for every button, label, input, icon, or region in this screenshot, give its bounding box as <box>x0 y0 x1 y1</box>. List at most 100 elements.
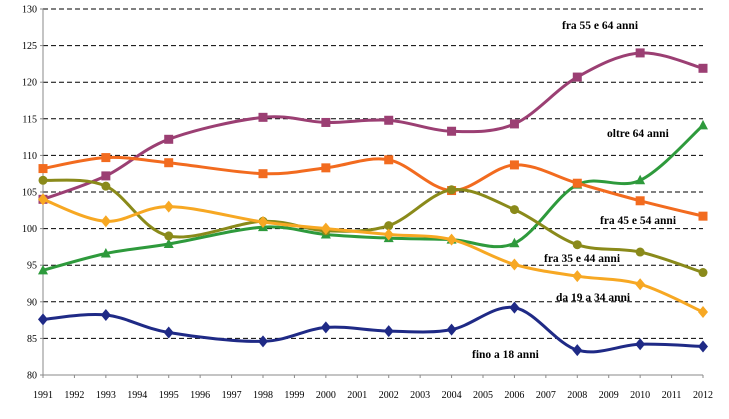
x-tick-1996: 1996 <box>190 390 210 401</box>
y-tick-105: 105 <box>22 188 37 199</box>
data-point-0-2012 <box>698 63 708 73</box>
data-point-3-2008 <box>572 240 582 250</box>
data-point-5-1993 <box>100 308 111 321</box>
data-point-3-1995 <box>164 231 174 241</box>
data-point-2-2000 <box>321 163 331 173</box>
series-label-oltre-64: oltre 64 anni <box>607 128 670 140</box>
series-label-fra-45-54: fra 45 e 54 anni <box>600 215 677 227</box>
x-tick-2009: 2009 <box>599 390 619 401</box>
data-point-3-1991 <box>38 175 48 185</box>
data-point-5-2012 <box>698 340 708 353</box>
data-point-2-1995 <box>164 158 174 168</box>
x-tick-2008: 2008 <box>567 390 587 401</box>
y-tick-labels: 80 85 90 95 100 105 110 115 120 125 130 <box>22 5 37 382</box>
x-tick-1999: 1999 <box>284 390 304 401</box>
data-point-4-2008 <box>572 270 583 283</box>
series-labels: fra 55 e 64 anni oltre 64 anni fra 45 e … <box>472 20 677 361</box>
series-0 <box>38 48 708 204</box>
y-tick-95: 95 <box>27 261 37 272</box>
x-tick-2006: 2006 <box>504 390 524 401</box>
data-point-5-2004 <box>446 323 457 336</box>
y-tick-80: 80 <box>27 371 37 382</box>
data-point-5-2006 <box>509 301 520 314</box>
x-tick-1992: 1992 <box>64 390 84 401</box>
data-point-3-1993 <box>101 181 111 191</box>
data-point-4-1995 <box>163 200 174 213</box>
data-point-1-1991 <box>38 264 48 275</box>
data-point-1-2006 <box>509 237 520 248</box>
series-label-da-19-34: da 19 a 34 anni <box>556 292 631 304</box>
data-point-1-1995 <box>163 238 174 248</box>
x-tick-1991: 1991 <box>33 390 53 401</box>
data-point-2-2012 <box>698 211 708 221</box>
x-tick-2005: 2005 <box>473 390 493 401</box>
x-tick-2011: 2011 <box>662 390 682 401</box>
x-tick-2003: 2003 <box>410 390 430 401</box>
x-tick-2010: 2010 <box>630 390 650 401</box>
data-point-2-1993 <box>101 153 111 163</box>
data-point-4-2004 <box>446 233 457 246</box>
data-point-3-2002 <box>384 221 394 231</box>
data-point-5-1991 <box>38 313 48 326</box>
data-point-1-2012 <box>698 119 708 130</box>
x-tick-1995: 1995 <box>159 390 179 401</box>
data-point-0-1995 <box>164 134 174 144</box>
y-tick-130: 130 <box>22 5 37 16</box>
data-point-4-2000 <box>320 222 331 235</box>
axes <box>40 8 704 378</box>
y-tick-125: 125 <box>22 41 37 52</box>
data-point-4-1991 <box>38 193 48 206</box>
x-tick-2001: 2001 <box>347 390 367 401</box>
series-label-fra-55-64: fra 55 e 64 anni <box>562 20 639 32</box>
x-tick-2000: 2000 <box>316 390 336 401</box>
data-point-0-1993 <box>101 171 111 181</box>
data-point-0-2008 <box>572 72 582 82</box>
data-point-4-2010 <box>635 278 646 291</box>
data-point-5-1995 <box>163 326 174 339</box>
data-point-1-2010 <box>635 174 646 185</box>
data-point-0-2002 <box>384 115 394 125</box>
data-point-3-2004 <box>447 185 457 195</box>
y-tick-110: 110 <box>22 151 37 162</box>
data-point-4-1993 <box>100 215 111 228</box>
data-point-2-2006 <box>509 160 519 170</box>
x-tick-labels: 1991 1992 1993 1994 1995 1996 1997 1998 1999 2000… <box>33 390 713 401</box>
data-point-4-2006 <box>509 258 520 271</box>
data-point-0-2000 <box>321 117 331 127</box>
data-point-2-2010 <box>635 196 645 206</box>
series-2 <box>38 153 708 221</box>
series-lines <box>38 48 708 357</box>
data-point-4-2002 <box>383 228 394 241</box>
data-point-2-1991 <box>38 164 48 174</box>
y-tick-90: 90 <box>27 297 37 308</box>
data-point-2-1998 <box>258 169 268 179</box>
data-point-0-2004 <box>447 126 457 136</box>
x-tick-1993: 1993 <box>96 390 116 401</box>
data-point-5-1998 <box>258 335 268 348</box>
data-point-0-1998 <box>258 112 268 122</box>
x-tick-2002: 2002 <box>379 390 399 401</box>
data-point-4-1998 <box>258 216 268 229</box>
series-label-fino-18: fino a 18 anni <box>472 349 540 361</box>
data-point-3-2012 <box>698 268 708 278</box>
data-point-0-2010 <box>635 48 645 58</box>
x-tick-2012: 2012 <box>693 390 713 401</box>
y-tick-85: 85 <box>27 334 37 345</box>
data-point-3-2006 <box>509 205 519 215</box>
gridlines <box>43 8 703 339</box>
x-tick-2007: 2007 <box>536 390 556 401</box>
y-tick-120: 120 <box>22 78 37 89</box>
y-tick-100: 100 <box>22 224 37 235</box>
series-line-0 <box>41 51 705 201</box>
data-point-1-1993 <box>100 247 111 258</box>
data-point-5-2002 <box>383 325 394 338</box>
y-tick-115: 115 <box>22 114 37 125</box>
series-label-fra-35-44: fra 35 e 44 anni <box>544 253 621 265</box>
series-line-2 <box>41 155 705 218</box>
data-point-0-2006 <box>509 119 519 129</box>
data-point-2-2008 <box>572 178 582 188</box>
data-point-3-2010 <box>635 247 645 257</box>
data-point-2-2002 <box>384 155 394 165</box>
series-5 <box>38 301 708 357</box>
series-4 <box>38 193 708 319</box>
